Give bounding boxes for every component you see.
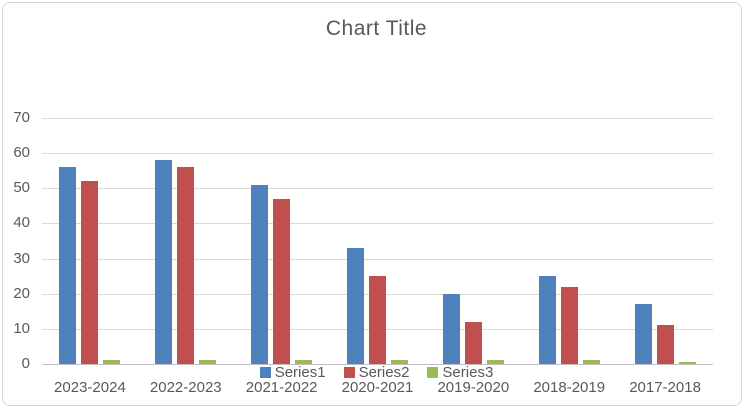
gridline-30: [42, 258, 713, 260]
gridline-40: [42, 223, 713, 225]
bar-series2-2019-2020[interactable]: [464, 321, 482, 364]
legend-label: Series1: [274, 364, 326, 381]
bar-series1-2018-2019[interactable]: [538, 276, 556, 364]
bar-series1-2021-2022[interactable]: [251, 184, 269, 364]
x-axis-label-2020-2021: 2020-2021: [341, 379, 414, 396]
bar-series3-2020-2021[interactable]: [391, 360, 408, 364]
x-axis-line: [42, 364, 713, 365]
bar-series3-2021-2022[interactable]: [295, 360, 313, 364]
bar-series1-2020-2021[interactable]: [347, 248, 364, 364]
bar-series1-2019-2020[interactable]: [442, 293, 460, 364]
bar-series1-2017-2018[interactable]: [634, 304, 652, 364]
gridline-50: [42, 188, 713, 190]
bar-series2-2022-2023[interactable]: [177, 167, 195, 364]
y-axis-label-50: 50: [13, 179, 30, 197]
y-axis-label-70: 70: [13, 109, 30, 126]
legend-swatch-icon: [259, 367, 271, 378]
bar-series3-2019-2020[interactable]: [486, 360, 504, 364]
legend: Series1 Series2 Series3: [0, 364, 753, 381]
legend-label: Series3: [442, 364, 494, 381]
legend-item-series3[interactable]: Series3: [427, 364, 493, 381]
legend-swatch-icon: [427, 367, 439, 378]
y-axis-label-0: 0: [21, 355, 30, 372]
bar-series2-2017-2018[interactable]: [656, 325, 674, 364]
bar-series3-2022-2023[interactable]: [199, 360, 217, 364]
bar-series1-2023-2024[interactable]: [59, 167, 77, 364]
bar-series2-2018-2019[interactable]: [560, 286, 578, 364]
x-axis-label-2023-2024: 2023-2024: [54, 379, 126, 396]
bar-series3-2018-2019[interactable]: [582, 360, 600, 364]
gridline-70: [42, 118, 713, 119]
y-axis-label-30: 30: [13, 249, 30, 267]
x-axis-label-2017-2018: 2017-2018: [629, 379, 701, 396]
bar-series3-2023-2024[interactable]: [103, 360, 121, 364]
bar-series2-2023-2024[interactable]: [81, 181, 99, 364]
legend-item-series1[interactable]: Series1: [259, 364, 326, 381]
chart-title[interactable]: Chart Title: [325, 17, 428, 40]
y-axis-label-60: 60: [13, 144, 30, 162]
legend-swatch-icon: [343, 367, 355, 378]
bar-series1-2022-2023[interactable]: [155, 160, 173, 364]
bar-series3-2017-2018[interactable]: [678, 362, 696, 364]
bar-series2-2020-2021[interactable]: [369, 276, 386, 364]
x-axis-label-2021-2022: 2021-2022: [245, 379, 318, 396]
gridline-60: [42, 153, 713, 155]
y-axis-label-40: 40: [13, 214, 30, 232]
x-axis-label-2022-2023: 2022-2023: [149, 379, 222, 396]
y-axis-label-10: 10: [13, 319, 30, 337]
y-axis-label-20: 20: [13, 284, 30, 302]
x-axis-label-2018-2019: 2018-2019: [533, 379, 606, 396]
x-axis-label-2019-2020: 2019-2020: [437, 379, 510, 396]
legend-item-series2[interactable]: Series2: [343, 364, 410, 381]
legend-label: Series2: [358, 364, 410, 381]
bar-series2-2021-2022[interactable]: [273, 198, 291, 364]
